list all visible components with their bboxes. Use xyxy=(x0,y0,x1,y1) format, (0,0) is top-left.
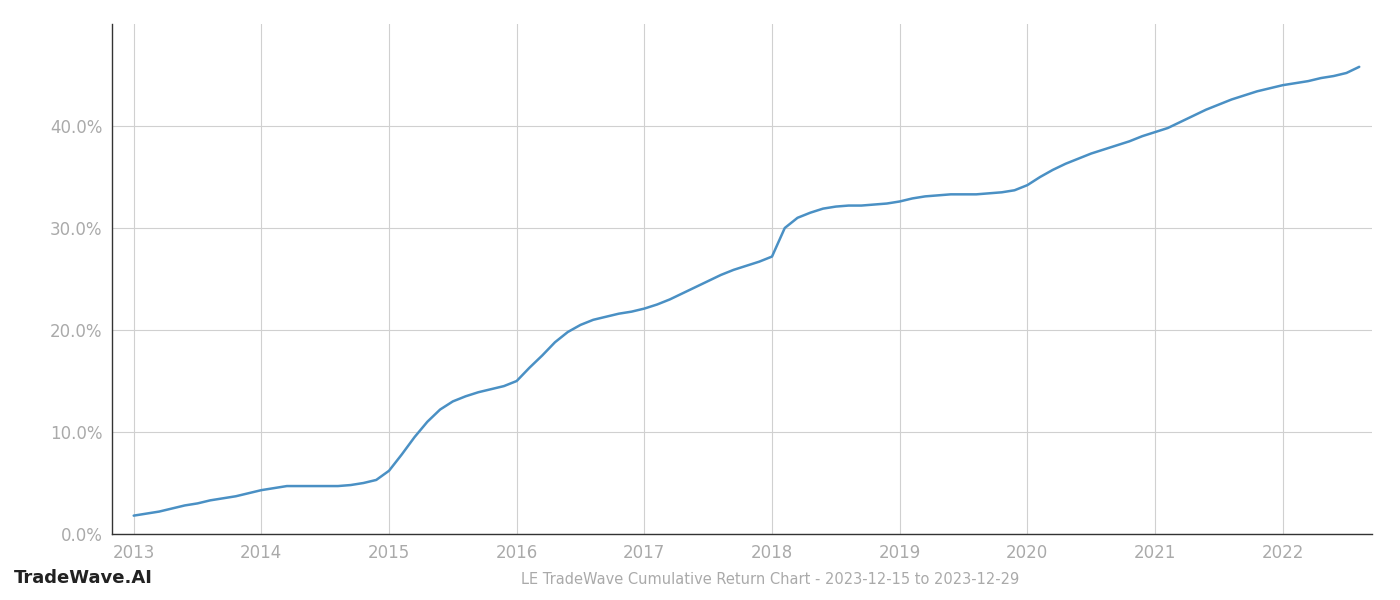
Text: TradeWave.AI: TradeWave.AI xyxy=(14,569,153,587)
Text: LE TradeWave Cumulative Return Chart - 2023-12-15 to 2023-12-29: LE TradeWave Cumulative Return Chart - 2… xyxy=(521,572,1019,587)
